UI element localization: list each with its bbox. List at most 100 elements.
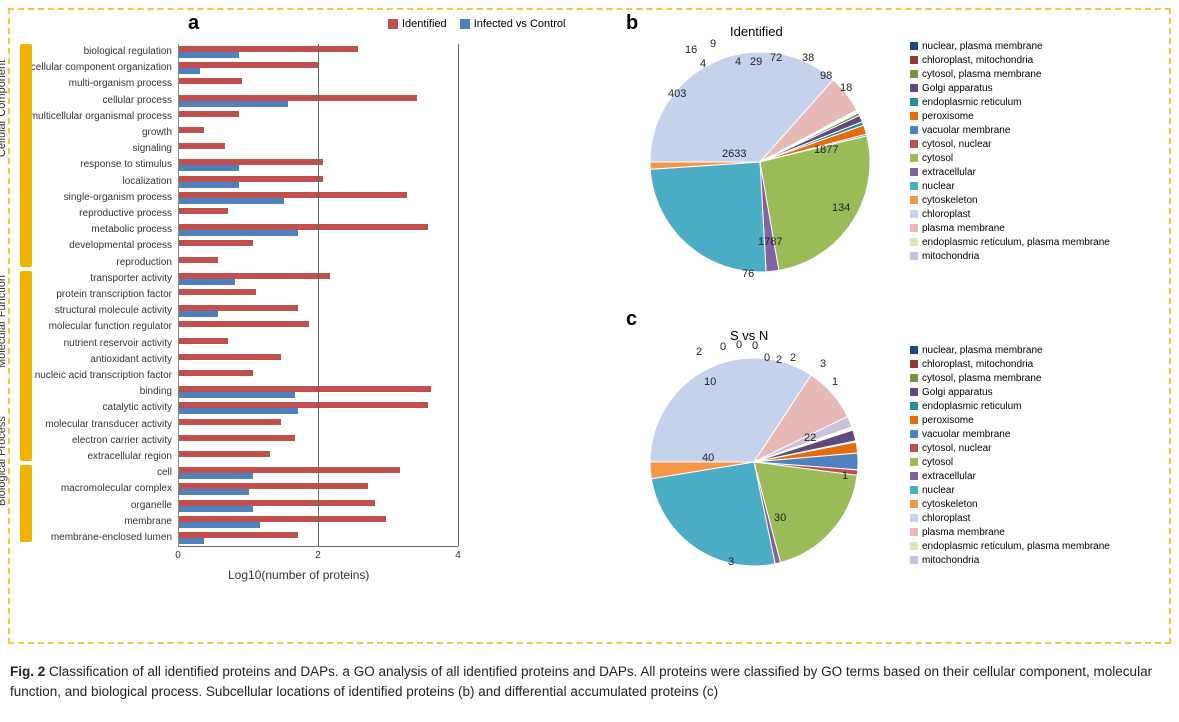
legend-item: nuclear — [910, 180, 1110, 194]
legend-label: chloroplast — [922, 513, 970, 524]
bar-row-label: nutrient reservoir activity — [64, 336, 178, 352]
legend-item: extracellular — [910, 166, 1110, 180]
category-strip — [20, 271, 32, 461]
legend-label: plasma membrane — [922, 527, 1005, 538]
legend-item: cytoskeleton — [910, 498, 1110, 512]
legend-item: endoplasmic reticulum, plasma membrane — [910, 540, 1110, 554]
legend-swatch — [910, 112, 918, 120]
legend-label: chloroplast, mitochondria — [922, 359, 1033, 370]
legend-swatch — [910, 70, 918, 78]
bar-infected — [179, 522, 260, 528]
legend-label: endoplasmic reticulum, plasma membrane — [922, 541, 1110, 552]
legend-label: Golgi apparatus — [922, 387, 993, 398]
legend-swatch — [910, 458, 918, 466]
bar-row: binding — [178, 384, 616, 400]
bar-row: electron carrier activity — [178, 433, 616, 449]
pie-value-label: 38 — [802, 52, 814, 64]
bar-row-label: extracellular region — [88, 449, 179, 465]
legend-item: Golgi apparatus — [910, 386, 1110, 400]
pie-value-label: 16 — [685, 44, 697, 56]
legend-item: vacuolar membrane — [910, 124, 1110, 138]
legend-label: cytosol, nuclear — [922, 443, 991, 454]
category-strip — [20, 465, 32, 542]
grid-vline — [318, 44, 319, 546]
bar-infected — [179, 165, 239, 171]
bar-row-label: signaling — [133, 141, 178, 157]
bar-row-label: developmental process — [69, 238, 178, 254]
pie-c-legend: nuclear, plasma membrane chloroplast, mit… — [910, 344, 1110, 568]
legend-swatch — [910, 472, 918, 480]
legend-swatch — [910, 154, 918, 162]
legend-label: cytoskeleton — [922, 499, 978, 510]
bar-row: signaling — [178, 141, 616, 157]
x-axis-label: Log10(number of proteins) — [228, 568, 369, 582]
category-strip — [20, 44, 32, 267]
bar-row: membrane — [178, 514, 616, 530]
bar-row: biological regulation — [178, 44, 616, 60]
legend-item: chloroplast, mitochondria — [910, 54, 1110, 68]
bar-infected — [179, 392, 295, 398]
bar-row-label: multicellular organismal process — [30, 109, 178, 125]
legend-label: nuclear — [922, 181, 955, 192]
pie-value-label: 0 — [764, 352, 770, 364]
legend-item: chloroplast — [910, 208, 1110, 222]
pie-value-label: 134 — [832, 202, 850, 214]
legend-label: nuclear, plasma membrane — [922, 345, 1043, 356]
bar-row: nutrient reservoir activity — [178, 336, 616, 352]
pie-value-label: 1787 — [758, 236, 782, 248]
bar-identified — [179, 451, 270, 457]
bar-row-label: cellular component organization — [31, 60, 178, 76]
legend-swatch-infected — [460, 19, 470, 29]
bar-row: organelle — [178, 498, 616, 514]
figure-caption: Fig. 2 Classification of all identified … — [0, 652, 1179, 709]
legend-swatch — [910, 528, 918, 536]
legend-swatch — [910, 252, 918, 260]
bar-row: membrane-enclosed lumen — [178, 530, 616, 546]
legend-swatch — [910, 98, 918, 106]
bar-row-label: metabolic process — [91, 222, 178, 238]
bar-infected — [179, 408, 298, 414]
legend-swatch — [910, 500, 918, 508]
bar-row-label: structural molecule activity — [55, 303, 178, 319]
bar-row-label: macromolecular complex — [61, 481, 178, 497]
bar-identified — [179, 370, 253, 376]
legend-label: peroxisome — [922, 415, 974, 426]
bar-row-label: reproductive process — [79, 206, 178, 222]
legend-label: nuclear, plasma membrane — [922, 41, 1043, 52]
pie-value-label: 1 — [842, 470, 848, 482]
bar-identified — [179, 62, 319, 68]
pie-c — [630, 340, 880, 584]
bar-infected — [179, 538, 204, 544]
legend-label: mitochondria — [922, 555, 979, 566]
pie-value-label: 4 — [700, 58, 706, 70]
bar-row-label: organelle — [131, 498, 178, 514]
pie-value-label: 22 — [804, 432, 816, 444]
legend-swatch — [910, 238, 918, 246]
bar-row: growth — [178, 125, 616, 141]
bar-identified — [179, 111, 239, 117]
pie-value-label: 1 — [832, 376, 838, 388]
legend-item: endoplasmic reticulum — [910, 400, 1110, 414]
pie-value-label: 0 — [720, 341, 726, 353]
x-axis — [178, 546, 458, 547]
pie-value-label: 403 — [668, 88, 686, 100]
legend-label: cytosol, plasma membrane — [922, 373, 1042, 384]
bar-identified — [179, 143, 225, 149]
bar-infected — [179, 68, 200, 74]
bar-identified — [179, 354, 281, 360]
legend-label: endoplasmic reticulum, plasma membrane — [922, 237, 1110, 248]
legend-item: mitochondria — [910, 554, 1110, 568]
bar-identified — [179, 78, 242, 84]
legend-item: cytosol — [910, 456, 1110, 470]
bar-identified — [179, 338, 228, 344]
bar-row-label: electron carrier activity — [72, 433, 178, 449]
figure-frame: a Identified Infected vs Control biologi… — [8, 8, 1171, 644]
bar-row-label: single-organism process — [64, 190, 178, 206]
pie-b-block: Identified 26334031694429723898181877134… — [630, 20, 1150, 290]
legend-swatch — [910, 84, 918, 92]
bar-chart: Identified Infected vs Control biologica… — [178, 22, 616, 632]
legend-swatch-identified — [388, 19, 398, 29]
legend-swatch — [910, 224, 918, 232]
pie-value-label: 2 — [790, 352, 796, 364]
bar-row: protein transcription factor — [178, 287, 616, 303]
